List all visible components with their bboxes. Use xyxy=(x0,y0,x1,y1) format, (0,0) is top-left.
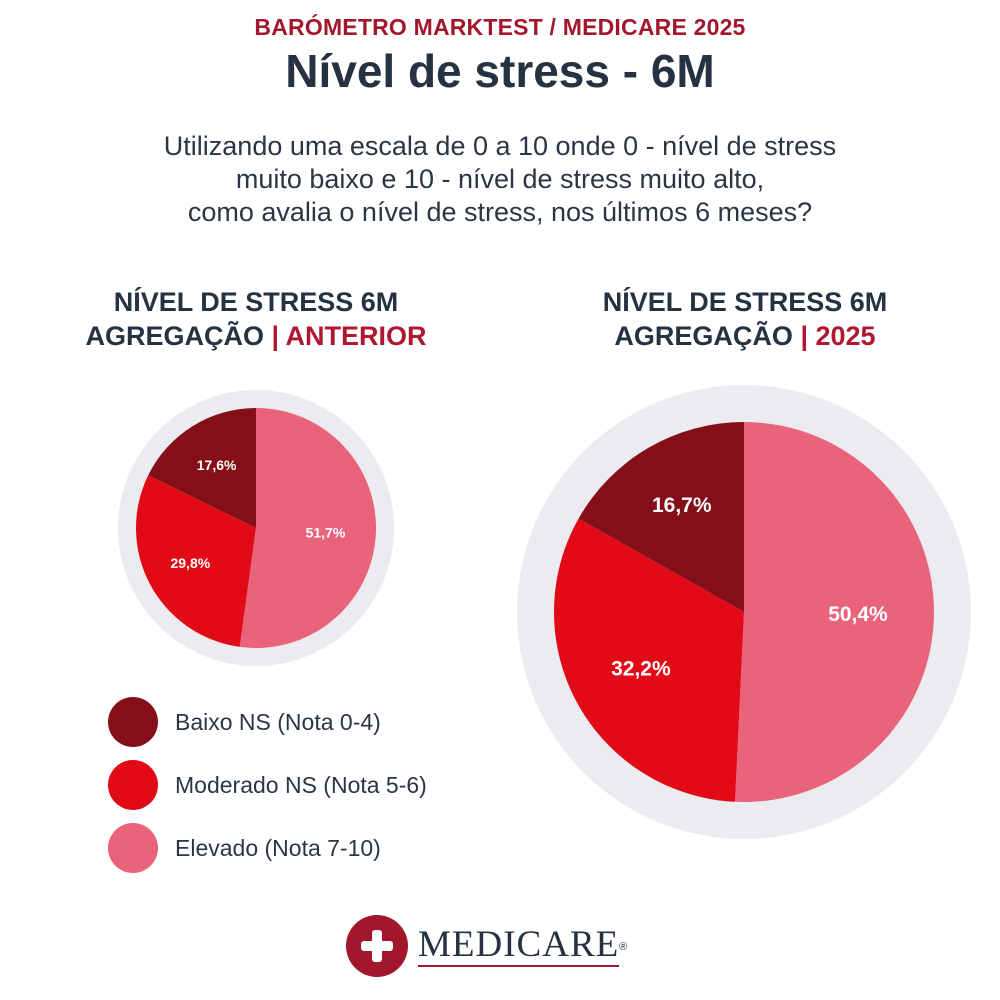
legend: Baixo NS (Nota 0-4) Moderado NS (Nota 5-… xyxy=(108,697,427,886)
brand-name: MEDICARE ® xyxy=(418,924,629,967)
pie-label-elevado: 51,7% xyxy=(306,525,346,541)
chart-title-accent: ANTERIOR xyxy=(285,321,427,351)
kicker-title: BARÓMETRO MARKTEST / MEDICARE 2025 xyxy=(254,14,746,40)
chart-title-line1: NÍVEL DE STRESS 6M xyxy=(113,287,399,317)
survey-question: Utilizando uma escala de 0 a 10 onde 0 -… xyxy=(100,130,900,229)
legend-swatch-baixo xyxy=(108,697,158,747)
question-line: muito baixo e 10 - nível de stress muito… xyxy=(235,164,765,194)
legend-swatch-elevado xyxy=(108,823,158,873)
legend-label: Baixo NS (Nota 0-4) xyxy=(175,708,381,735)
legend-item-elevado: Elevado (Nota 7-10) xyxy=(108,823,427,873)
pie-slice-elevado xyxy=(734,421,935,802)
page-title: Nível de stress - 6M xyxy=(285,45,715,97)
chart-title-anterior: NÍVEL DE STRESS 6M AGREGAÇÃO | ANTERIOR xyxy=(56,285,456,353)
legend-swatch-moderado xyxy=(108,760,158,810)
chart-title-2025: NÍVEL DE STRESS 6M AGREGAÇÃO | 2025 xyxy=(545,285,945,353)
chart-title-line2: AGREGAÇÃO xyxy=(614,321,793,351)
pie-label-moderado: 32,2% xyxy=(611,657,671,680)
question-line: como avalia o nível de stress, nos últim… xyxy=(187,197,813,227)
chart-title-accent: 2025 xyxy=(815,321,876,351)
legend-item-baixo: Baixo NS (Nota 0-4) xyxy=(108,697,427,747)
chart-title-separator: | xyxy=(263,321,286,351)
legend-item-moderado: Moderado NS (Nota 5-6) xyxy=(108,760,427,810)
pie-label-moderado: 29,8% xyxy=(170,555,210,571)
medicare-logo: MEDICARE ® xyxy=(346,915,629,977)
pie-slice-elevado xyxy=(239,408,376,648)
chart-title-line1: NÍVEL DE STRESS 6M xyxy=(602,287,888,317)
legend-label: Moderado NS (Nota 5-6) xyxy=(175,771,427,798)
pie-slice-moderado xyxy=(554,518,744,802)
chart-title-line2: AGREGAÇÃO xyxy=(85,321,264,351)
registered-mark: ® xyxy=(619,941,629,953)
chart-title-separator: | xyxy=(792,321,816,351)
pie-slice-baixo xyxy=(148,408,256,528)
pie-label-baixo: 16,7% xyxy=(652,494,712,517)
pie-slice-moderado xyxy=(135,475,256,647)
legend-label: Elevado (Nota 7-10) xyxy=(175,834,381,861)
pie-label-baixo: 17,6% xyxy=(197,457,237,473)
pie-label-elevado: 50,4% xyxy=(828,603,888,626)
question-line: Utilizando uma escala de 0 a 10 onde 0 -… xyxy=(163,131,837,161)
medical-cross-icon xyxy=(346,915,408,977)
pie-slice-baixo xyxy=(578,422,744,612)
